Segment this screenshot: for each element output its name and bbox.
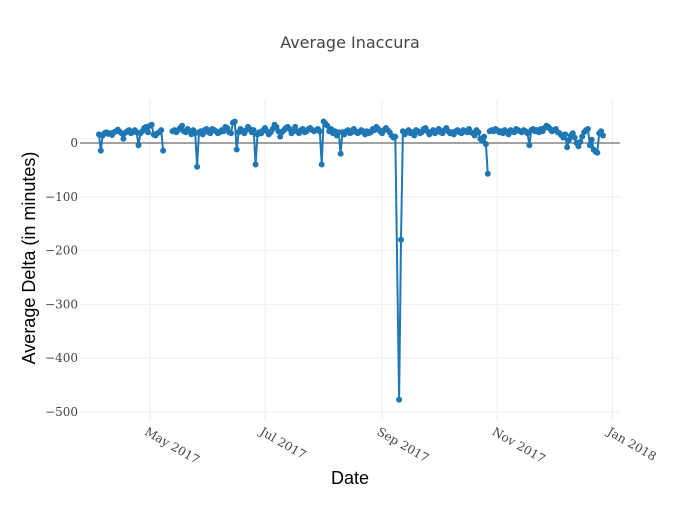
data-point xyxy=(484,170,491,177)
data-point xyxy=(233,146,240,153)
data-point xyxy=(148,121,155,128)
y-axis-title: Average Delta (in minutes) xyxy=(19,152,39,365)
data-point xyxy=(588,136,595,143)
data-point xyxy=(564,144,571,151)
data-point xyxy=(158,127,165,134)
data-point xyxy=(252,161,259,168)
x-tick-label: Sep 2017 xyxy=(375,424,432,465)
y-tick-label: −100 xyxy=(45,190,78,204)
data-point xyxy=(145,129,151,136)
y-tick-label: −500 xyxy=(45,405,78,419)
x-tick-label: Jan 2018 xyxy=(603,423,659,463)
data-point xyxy=(594,149,601,156)
data-point xyxy=(571,134,578,141)
y-tick-label: −200 xyxy=(45,244,78,258)
x-tick-label: Nov 2017 xyxy=(490,424,548,466)
chart-title: Average Inaccura xyxy=(280,33,420,52)
data-point xyxy=(586,142,593,149)
data-point xyxy=(577,138,584,145)
y-tick-label: 0 xyxy=(70,136,78,150)
x-tick-label: May 2017 xyxy=(142,424,201,466)
data-point xyxy=(337,150,344,157)
data-point xyxy=(250,127,257,134)
data-point xyxy=(179,122,185,129)
data-point xyxy=(562,131,569,138)
data-point xyxy=(231,118,238,125)
data-point xyxy=(97,147,104,154)
data-point xyxy=(526,142,533,149)
x-axis-title: Date xyxy=(331,468,369,488)
data-point xyxy=(398,236,404,243)
data-point xyxy=(584,126,591,132)
data-point xyxy=(120,135,127,142)
data-point xyxy=(475,129,482,136)
data-point xyxy=(600,132,606,139)
y-tick-label: −400 xyxy=(45,351,78,365)
data-point xyxy=(481,133,488,140)
x-tick-label: Jul 2017 xyxy=(256,423,309,461)
data-point xyxy=(411,132,418,139)
data-point xyxy=(228,130,234,137)
data-point xyxy=(392,133,399,140)
data-point xyxy=(482,141,489,148)
data-point xyxy=(194,163,201,170)
data-point xyxy=(396,396,403,403)
data-point xyxy=(318,161,325,168)
data-point xyxy=(316,128,323,135)
data-point xyxy=(160,147,167,154)
data-point xyxy=(135,142,142,149)
y-tick-label: −300 xyxy=(45,297,78,311)
